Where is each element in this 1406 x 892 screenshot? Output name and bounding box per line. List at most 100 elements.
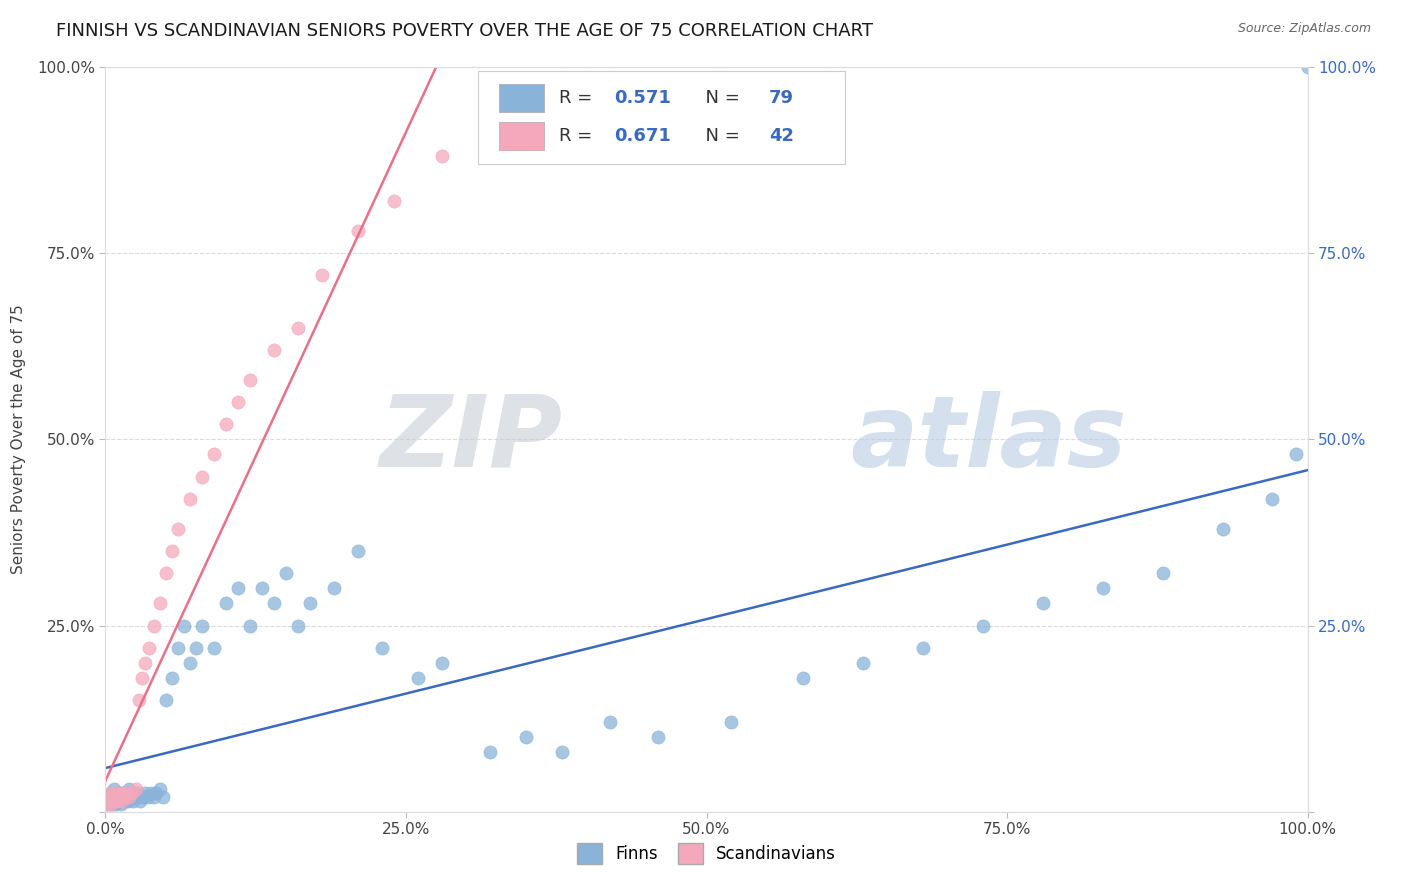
Point — [406, 671, 429, 685]
Point — [124, 789, 146, 804]
Point — [98, 793, 121, 807]
Point — [132, 789, 155, 804]
Text: 0.671: 0.671 — [614, 127, 671, 145]
Point — [1032, 596, 1054, 610]
Point — [96, 797, 118, 812]
Point — [118, 782, 141, 797]
Point — [720, 715, 742, 730]
Text: FINNISH VS SCANDINAVIAN SENIORS POVERTY OVER THE AGE OF 75 CORRELATION CHART: FINNISH VS SCANDINAVIAN SENIORS POVERTY … — [56, 22, 873, 40]
Point — [322, 582, 344, 596]
Point — [117, 793, 139, 807]
Point — [430, 149, 453, 163]
Text: Source: ZipAtlas.com: Source: ZipAtlas.com — [1237, 22, 1371, 36]
Point — [98, 789, 121, 804]
Point — [98, 797, 121, 812]
Point — [121, 789, 143, 804]
Point — [134, 786, 156, 800]
Point — [311, 268, 333, 283]
Point — [142, 789, 165, 804]
Text: ZIP: ZIP — [380, 391, 562, 488]
Point — [1092, 582, 1115, 596]
Point — [190, 618, 212, 632]
Point — [239, 373, 262, 387]
Point — [131, 671, 153, 685]
Y-axis label: Seniors Poverty Over the Age of 75: Seniors Poverty Over the Age of 75 — [11, 304, 25, 574]
Point — [100, 797, 122, 812]
Point — [515, 730, 537, 744]
Legend: Finns, Scandinavians: Finns, Scandinavians — [571, 837, 842, 871]
Text: atlas: atlas — [851, 391, 1128, 488]
Point — [128, 693, 150, 707]
Point — [111, 793, 134, 807]
Point — [108, 793, 131, 807]
Point — [190, 469, 212, 483]
Point — [250, 582, 273, 596]
Point — [479, 97, 502, 112]
Text: 0.571: 0.571 — [614, 89, 671, 107]
Point — [852, 656, 875, 670]
Point — [1152, 566, 1174, 581]
Point — [972, 618, 994, 632]
Point — [430, 656, 453, 670]
Point — [226, 582, 249, 596]
Point — [107, 789, 129, 804]
Point — [115, 789, 138, 804]
Point — [1284, 447, 1306, 461]
Point — [166, 522, 188, 536]
Point — [112, 789, 135, 804]
Point — [101, 797, 124, 812]
Point — [107, 786, 129, 800]
Text: R =: R = — [558, 89, 598, 107]
Point — [166, 640, 188, 655]
Point — [124, 782, 146, 797]
Point — [103, 793, 125, 807]
Point — [118, 789, 141, 804]
Point — [110, 797, 132, 812]
Point — [100, 793, 122, 807]
Point — [371, 640, 394, 655]
Point — [148, 782, 170, 797]
Point — [110, 789, 132, 804]
Point — [110, 789, 132, 804]
Point — [298, 596, 321, 610]
Point — [114, 789, 136, 804]
Point — [347, 224, 370, 238]
Point — [112, 786, 135, 800]
Point — [108, 786, 131, 800]
Point — [287, 618, 309, 632]
Bar — [499, 122, 544, 150]
Point — [155, 693, 177, 707]
Point — [105, 789, 128, 804]
Point — [107, 789, 129, 804]
Point — [97, 789, 120, 804]
Point — [105, 797, 128, 812]
Point — [202, 640, 225, 655]
Point — [107, 793, 129, 807]
Point — [112, 786, 135, 800]
Text: N =: N = — [695, 127, 747, 145]
Point — [226, 395, 249, 409]
Point — [647, 730, 669, 744]
Point — [160, 671, 183, 685]
Point — [100, 786, 122, 800]
Point — [104, 793, 127, 807]
Point — [122, 793, 145, 807]
Point — [114, 793, 136, 807]
Point — [138, 640, 160, 655]
Text: R =: R = — [558, 127, 598, 145]
Point — [134, 656, 156, 670]
Point — [139, 786, 162, 800]
Text: 79: 79 — [769, 89, 794, 107]
Bar — [499, 84, 544, 112]
Point — [145, 786, 167, 800]
FancyBboxPatch shape — [478, 70, 845, 164]
Point — [274, 566, 297, 581]
Point — [115, 786, 138, 800]
Point — [202, 447, 225, 461]
Point — [551, 745, 574, 759]
Point — [1260, 491, 1282, 506]
Text: 42: 42 — [769, 127, 794, 145]
Point — [479, 745, 502, 759]
Point — [1212, 522, 1234, 536]
Point — [136, 789, 159, 804]
